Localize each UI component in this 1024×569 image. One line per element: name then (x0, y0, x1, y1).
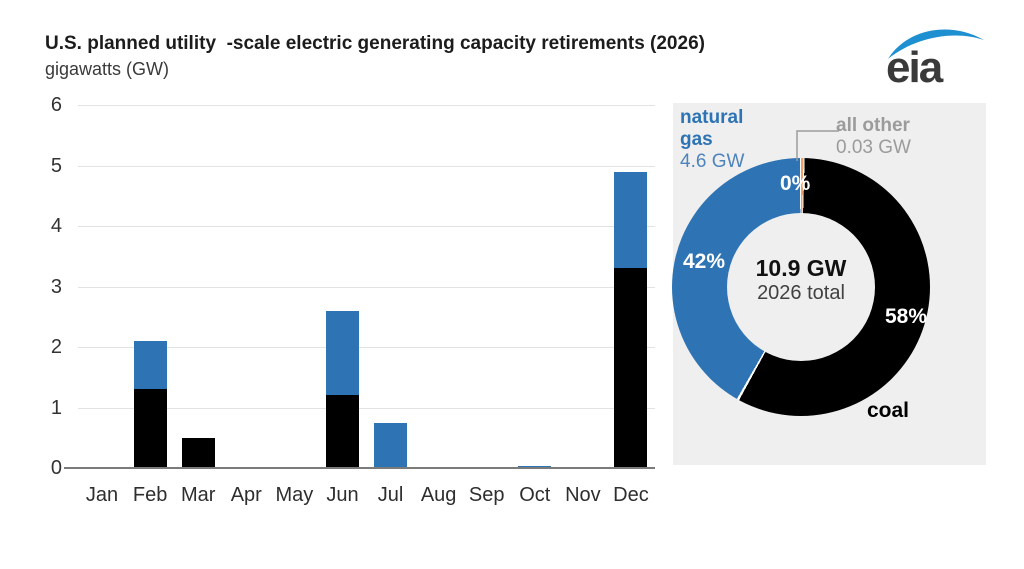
bar-jul-natural-gas (374, 422, 408, 468)
x-tick-label: Nov (565, 484, 601, 506)
gridline-y-2 (78, 347, 655, 348)
bar-dec-coal (614, 268, 648, 468)
bar-dec-natural-gas (614, 171, 648, 269)
other-percent-label: 0% (780, 172, 811, 195)
y-tick-label: 0 (50, 457, 62, 479)
y-tick-label: 5 (50, 154, 62, 177)
gas-percent-label: 42% (683, 250, 726, 273)
natural-gas-callout-value: 4.6 GW (680, 151, 745, 172)
x-tick-label: Feb (132, 484, 168, 506)
y-tick-label: 4 (50, 215, 62, 237)
bar-jun-coal (325, 395, 359, 468)
gridline-y-1 (78, 407, 655, 409)
eia-logo-text: eia (886, 43, 943, 92)
bar-chart: 0 1 2 3 4 5 6 Jan Feb Mar Apr May Jun Jul Aug Sep Oct Nov… (51, 94, 655, 506)
gridline-y-6 (78, 105, 655, 106)
x-tick-label: Jun (326, 484, 359, 506)
bar-feb-coal (133, 389, 167, 468)
natural-gas-callout-line2: gas (680, 129, 713, 150)
x-tick-label: Aug (420, 484, 457, 506)
all-other-callout-name: all other (836, 115, 910, 136)
donut-total-value: 10.9 GW (755, 255, 847, 281)
x-tick-label: Jan (85, 484, 119, 506)
bar-jun-natural-gas (325, 310, 359, 396)
y-tick-label: 1 (50, 396, 62, 419)
chart-subtitle: gigawatts (GW) (45, 59, 170, 79)
x-tick-label: Dec (613, 484, 649, 506)
x-tick-label: Mar (180, 484, 216, 506)
x-tick-label: Jul (377, 484, 404, 506)
x-tick-label: Oct (519, 484, 551, 506)
coal-label: coal (866, 399, 910, 422)
x-tick-label: Sep (468, 484, 505, 506)
y-tick-label: 2 (50, 336, 62, 358)
x-axis-line (64, 467, 655, 469)
eia-swoosh-icon (888, 29, 984, 59)
y-tick-label: 6 (50, 94, 62, 116)
all-other-callout: all other 0.03 GW (836, 115, 911, 159)
natural-gas-callout: natural gas 4.6 GW (680, 107, 744, 173)
donut-center-text: 10.9 GW 2026 total (701, 255, 901, 305)
bar-mar-coal (181, 437, 215, 468)
natural-gas-callout-line1: natural (680, 107, 744, 128)
all-other-callout-value: 0.03 GW (836, 137, 911, 158)
gridline-y-3 (78, 286, 655, 288)
x-tick-label: Apr (230, 484, 262, 506)
coal-percent-label: 58% (885, 305, 928, 328)
eia-logo: eia (884, 24, 988, 92)
gridline-y-4 (78, 226, 655, 227)
donut-panel: 10.9 GW 2026 total 42% 58% 0% natural ga… (672, 103, 986, 465)
y-tick-label: 3 (50, 275, 62, 298)
chart-title: U.S. planned utility -scale electric gen… (45, 33, 705, 54)
gridline-y-5 (78, 165, 655, 167)
all-other-leader-line (796, 130, 839, 161)
donut-hole (727, 213, 875, 361)
donut-total-caption: 2026 total (757, 282, 845, 304)
bar-feb-natural-gas (133, 340, 167, 390)
x-tick-label: May (275, 484, 314, 506)
